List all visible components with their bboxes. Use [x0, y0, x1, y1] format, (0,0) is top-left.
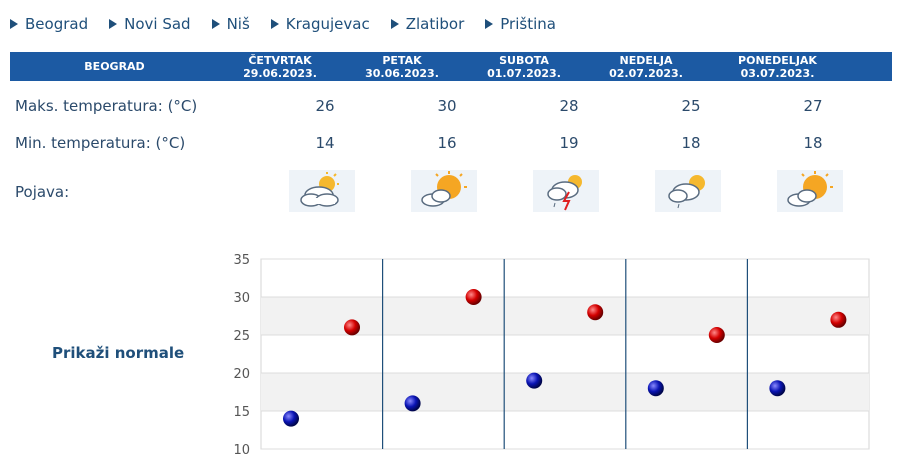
forecast-header: BEOGRAD ČETVRTAK 29.06.2023. PETAK 30.06.2… [10, 52, 892, 81]
day-header: PONEDELJAK 03.07.2023. [738, 53, 817, 80]
city-link-zlatibor[interactable]: Zlatibor [390, 15, 464, 33]
max-temp-row: Maks. temperatura: (°C) 26 30 28 25 27 [15, 95, 885, 117]
min-temp-row: Min. temperatura: (°C) 14 16 19 18 18 [15, 132, 885, 154]
phenomenon-label: Pojava: [15, 183, 70, 201]
max-temp-point [587, 304, 604, 321]
sun-cloud-icon [411, 170, 477, 212]
max-temp-value: 25 [681, 97, 701, 115]
thunderstorm-icon [533, 170, 599, 212]
min-temp-value: 18 [681, 134, 701, 152]
forecast-city: BEOGRAD [84, 60, 145, 73]
min-temp-value: 14 [315, 134, 335, 152]
sun-cloud-icon [777, 170, 843, 212]
partly-cloudy-icon [289, 170, 355, 212]
min-temp-value: 16 [437, 134, 457, 152]
min-temp-point [283, 410, 299, 427]
show-normals-link[interactable]: Prikaži normale [52, 344, 185, 362]
grid-band [261, 373, 869, 411]
city-link-novi-sad[interactable]: Novi Sad [109, 15, 191, 33]
day-header: NEDELJA 02.07.2023. [609, 53, 683, 80]
day-header: PETAK 30.06.2023. [365, 53, 439, 80]
y-tick-label: 20 [233, 367, 250, 382]
max-temp-value: 28 [559, 97, 579, 115]
y-tick-label: 35 [233, 253, 250, 268]
city-link-pristina[interactable]: Priština [485, 15, 556, 33]
arrow-right-icon [211, 19, 220, 29]
city-nav: Beograd Novi Sad Niš Kragujevac Zlatibor… [10, 13, 577, 35]
min-temp-point [404, 395, 421, 412]
day-header: SUBOTA 01.07.2023. [487, 53, 561, 80]
min-temp-value: 18 [803, 134, 823, 152]
max-temp-point [465, 289, 482, 305]
city-link-nis[interactable]: Niš [211, 15, 250, 33]
y-tick-label: 30 [233, 291, 250, 306]
arrow-right-icon [485, 19, 494, 29]
max-temp-point [830, 311, 847, 328]
y-tick-label: 10 [233, 443, 250, 458]
arrow-right-icon [270, 19, 279, 29]
y-tick-label: 15 [233, 405, 250, 420]
min-temp-label: Min. temperatura: (°C) [15, 134, 186, 152]
min-temp-point [526, 372, 543, 389]
min-temp-value: 19 [559, 134, 579, 152]
max-temp-value: 27 [803, 97, 823, 115]
arrow-right-icon [10, 19, 18, 29]
arrow-right-icon [390, 19, 399, 29]
y-tick-label: 25 [233, 329, 250, 344]
max-temp-value: 26 [315, 97, 335, 115]
min-temp-point [647, 380, 664, 397]
max-temp-point [708, 327, 725, 343]
phenomenon-row: Pojava: [15, 181, 885, 203]
max-temp-label: Maks. temperatura: (°C) [15, 97, 198, 115]
arrow-right-icon [109, 19, 118, 29]
city-link-beograd[interactable]: Beograd [10, 15, 88, 33]
grid-band [261, 297, 869, 335]
city-link-kragujevac[interactable]: Kragujevac [270, 15, 370, 33]
max-temp-point [344, 319, 360, 336]
max-temp-value: 30 [437, 97, 457, 115]
sun-cloud-rain-icon [655, 170, 721, 212]
day-header: ČETVRTAK 29.06.2023. [243, 53, 317, 80]
min-temp-point [769, 380, 786, 397]
plot-area [260, 258, 870, 450]
